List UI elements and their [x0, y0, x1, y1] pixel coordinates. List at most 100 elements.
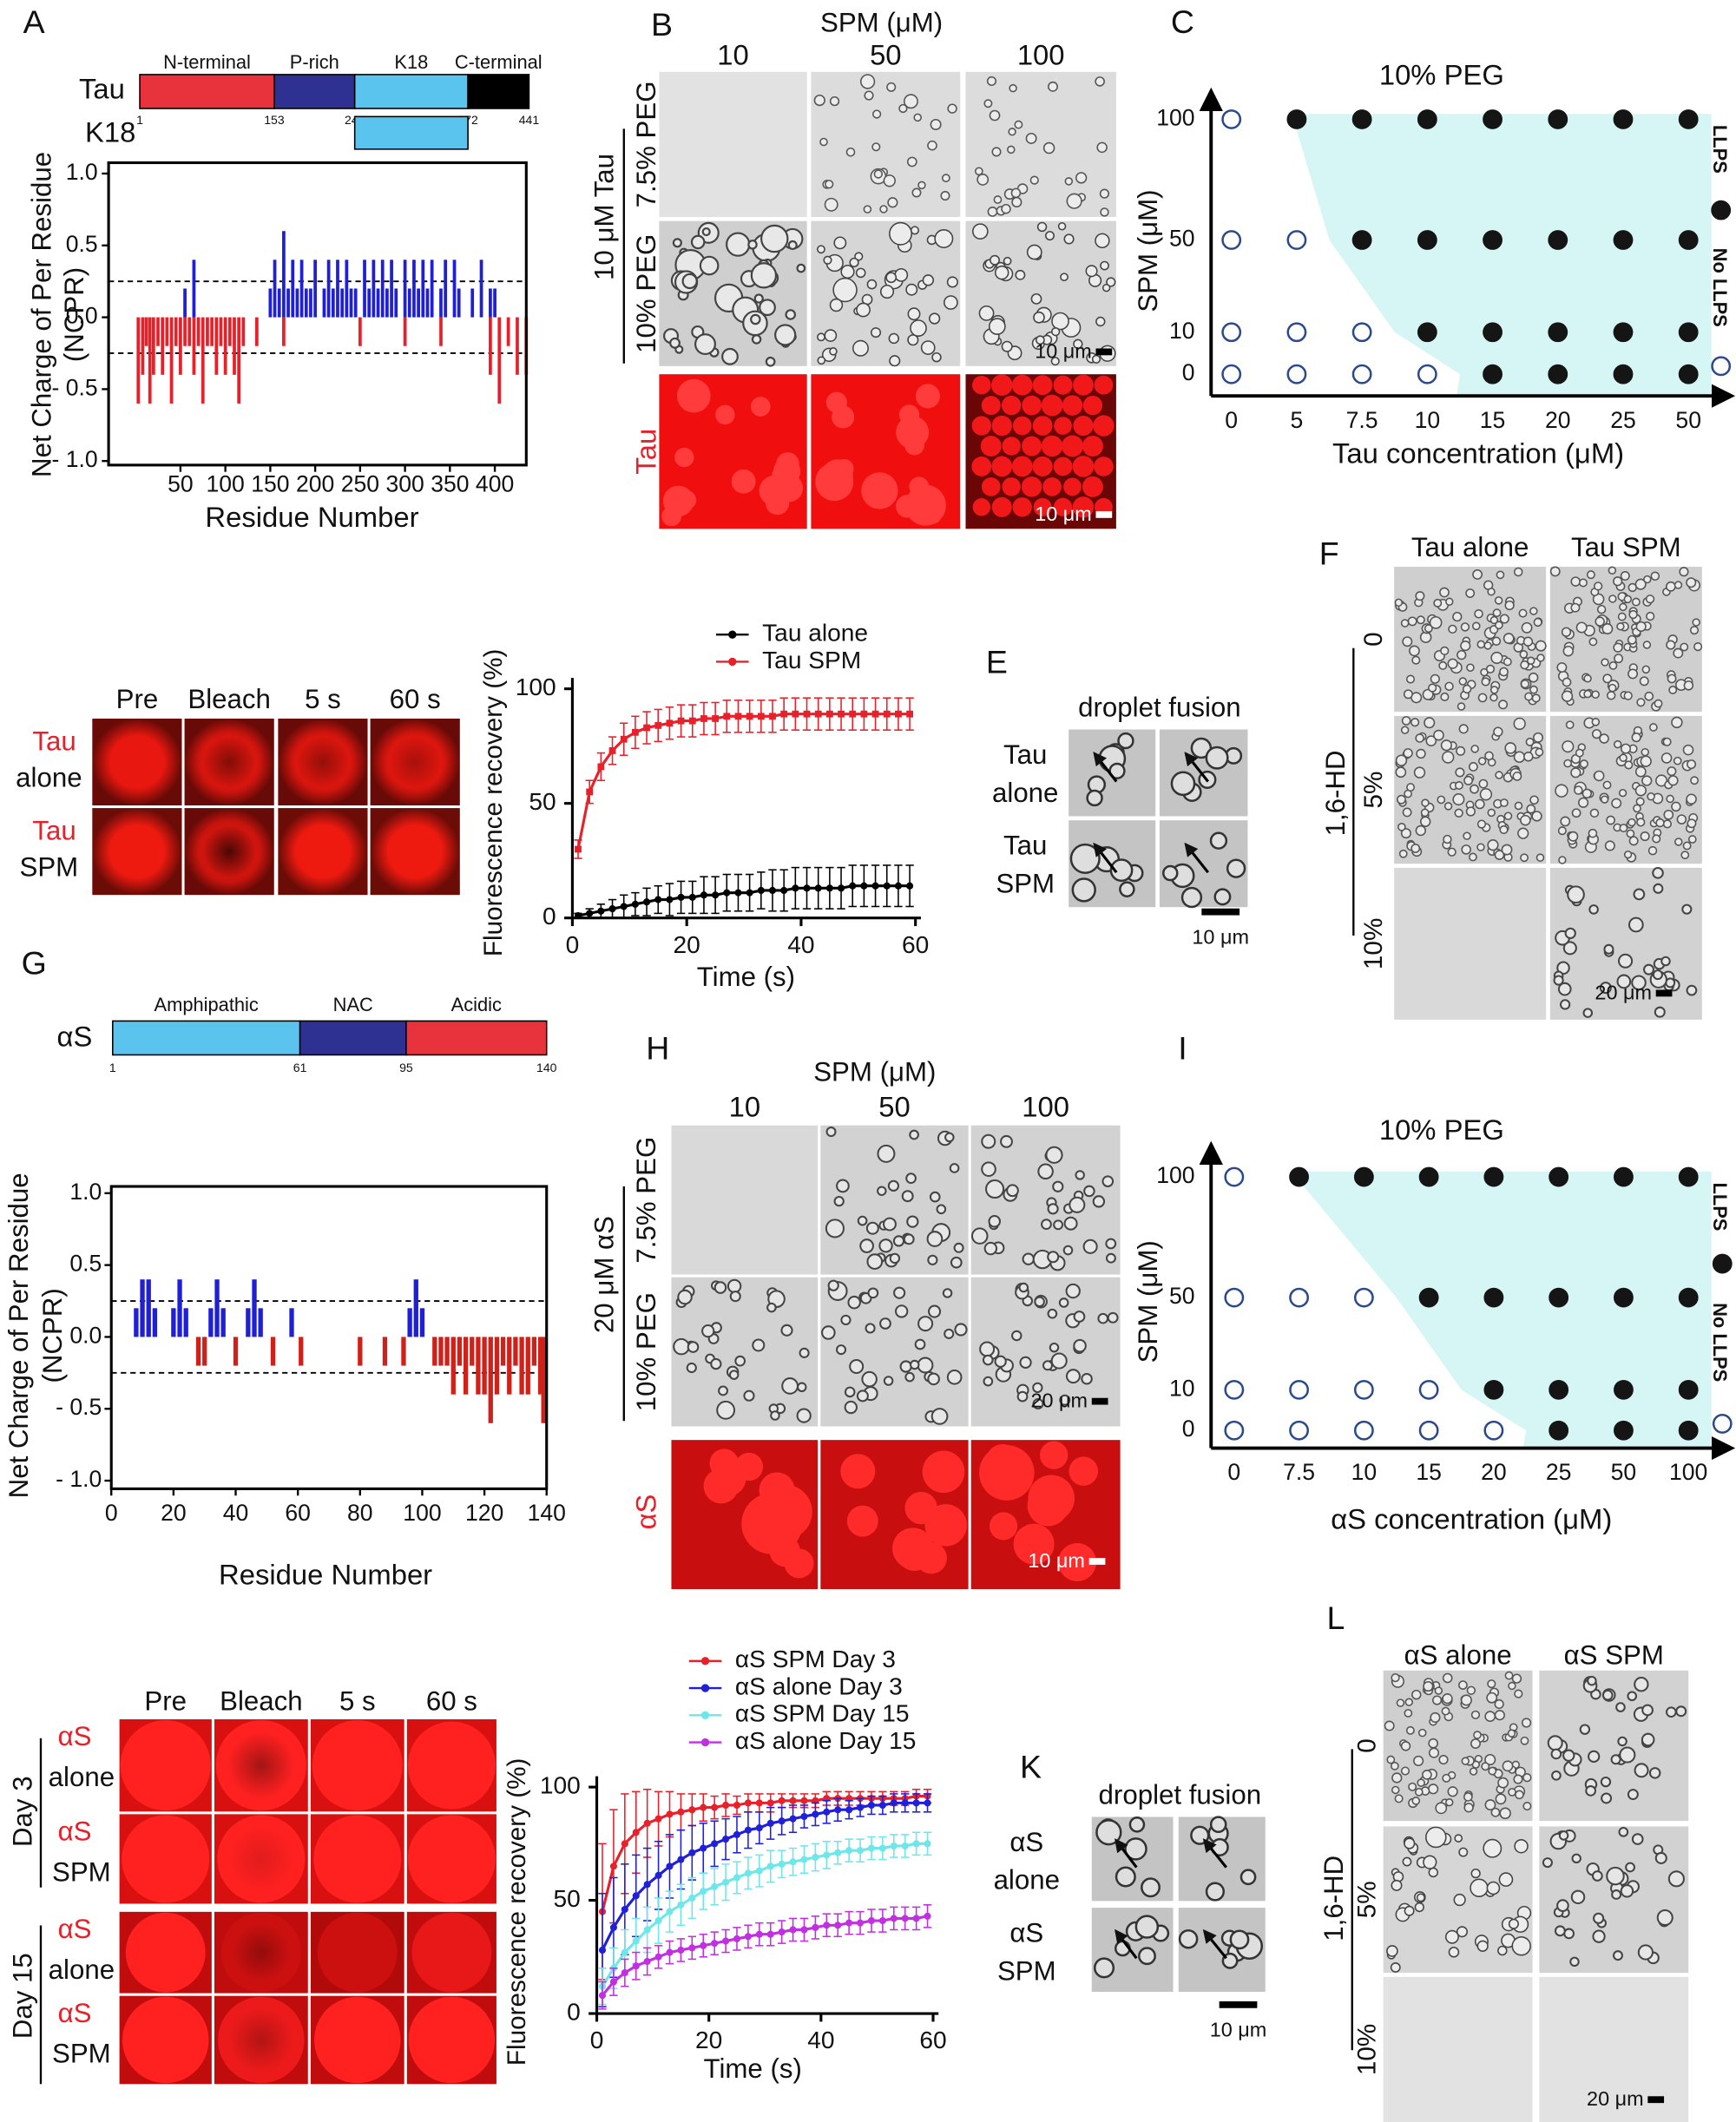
edge-shade [278, 808, 368, 896]
phase-point [1417, 230, 1437, 250]
frap-image [370, 808, 460, 896]
droplet [1015, 269, 1026, 280]
droplet [877, 1144, 896, 1163]
droplet [1421, 798, 1430, 807]
droplet [1033, 311, 1045, 324]
marker [789, 1815, 797, 1823]
label: Tau SPM [1571, 532, 1681, 562]
construct [353, 115, 469, 150]
marker [700, 1803, 707, 1811]
droplet [797, 1382, 807, 1393]
droplet [1640, 831, 1650, 842]
marker [632, 1937, 640, 1945]
droplet [930, 1408, 949, 1425]
droplet [1692, 618, 1700, 627]
frap-image [406, 1911, 496, 1994]
bar [322, 288, 326, 318]
phase-point [1678, 1166, 1699, 1187]
droplet [1641, 775, 1653, 786]
scale-bar-label: 10 μm [1028, 1549, 1085, 1572]
frap-image [310, 1814, 404, 1904]
droplet [1504, 742, 1516, 754]
droplet [1470, 784, 1479, 794]
droplet [934, 229, 954, 249]
droplet [1637, 1944, 1654, 1961]
droplet [883, 1376, 894, 1386]
frap-image [119, 1718, 212, 1812]
marker [746, 889, 753, 897]
scale-bar [1095, 348, 1113, 356]
label: αS [58, 1914, 92, 1944]
bar [482, 1337, 487, 1395]
droplet [873, 169, 884, 179]
label: Tau [1003, 739, 1047, 770]
droplet [1628, 916, 1644, 933]
bar [450, 1337, 456, 1395]
marker [712, 891, 720, 899]
droplet [1591, 1870, 1603, 1882]
droplet [1445, 1798, 1454, 1807]
droplet [1635, 621, 1647, 633]
droplet [990, 374, 1013, 396]
micrograph [820, 1440, 969, 1590]
label: αS [630, 1495, 662, 1530]
bar [183, 317, 187, 346]
droplet [1411, 1797, 1421, 1805]
bar [349, 288, 353, 318]
droplet [125, 1912, 206, 1993]
droplet [1117, 732, 1134, 750]
label: Tau [32, 726, 76, 756]
droplet [1453, 1893, 1466, 1907]
marker [845, 1806, 853, 1814]
droplet [1141, 1877, 1161, 1898]
droplet [991, 147, 1002, 157]
droplet [1452, 793, 1465, 806]
droplet [1047, 1308, 1058, 1319]
droplet [1680, 851, 1690, 860]
micrograph [671, 1440, 819, 1590]
bar [169, 317, 174, 404]
droplet [829, 95, 840, 107]
droplet [710, 1357, 722, 1370]
droplet [1033, 497, 1052, 516]
droplet [905, 283, 918, 296]
droplet [312, 1720, 403, 1811]
droplet [1520, 814, 1531, 826]
droplet [796, 263, 806, 273]
droplet [1583, 689, 1592, 699]
bar [444, 260, 448, 318]
frap-image [278, 808, 368, 896]
droplet [1494, 1698, 1504, 1710]
droplet [855, 267, 866, 279]
droplet [1582, 1008, 1594, 1018]
legend-marker [700, 1738, 710, 1747]
marker [755, 1867, 763, 1875]
marker [890, 1842, 898, 1850]
droplet [1411, 655, 1421, 665]
droplet [1465, 806, 1476, 817]
label: SPM [996, 868, 1055, 898]
marker [654, 721, 662, 729]
droplet [1631, 1833, 1644, 1845]
marker [744, 1869, 752, 1877]
marker [789, 1797, 797, 1804]
phase-point [1483, 1287, 1504, 1308]
droplet [1613, 739, 1622, 749]
marker [834, 1922, 842, 1929]
marker [778, 1860, 786, 1868]
droplet [1652, 834, 1661, 844]
droplet [1570, 602, 1581, 613]
bar [444, 1337, 450, 1366]
droplet [1461, 844, 1471, 855]
droplet [1520, 1736, 1529, 1745]
droplet [1205, 746, 1229, 770]
droplet [1562, 1749, 1575, 1762]
bar [340, 288, 345, 318]
bar [382, 1337, 388, 1366]
droplet [770, 1410, 780, 1421]
droplet [1470, 1868, 1481, 1879]
bar [254, 317, 259, 346]
phase-point [1613, 109, 1634, 129]
droplet [1476, 843, 1485, 851]
droplet [930, 118, 942, 131]
